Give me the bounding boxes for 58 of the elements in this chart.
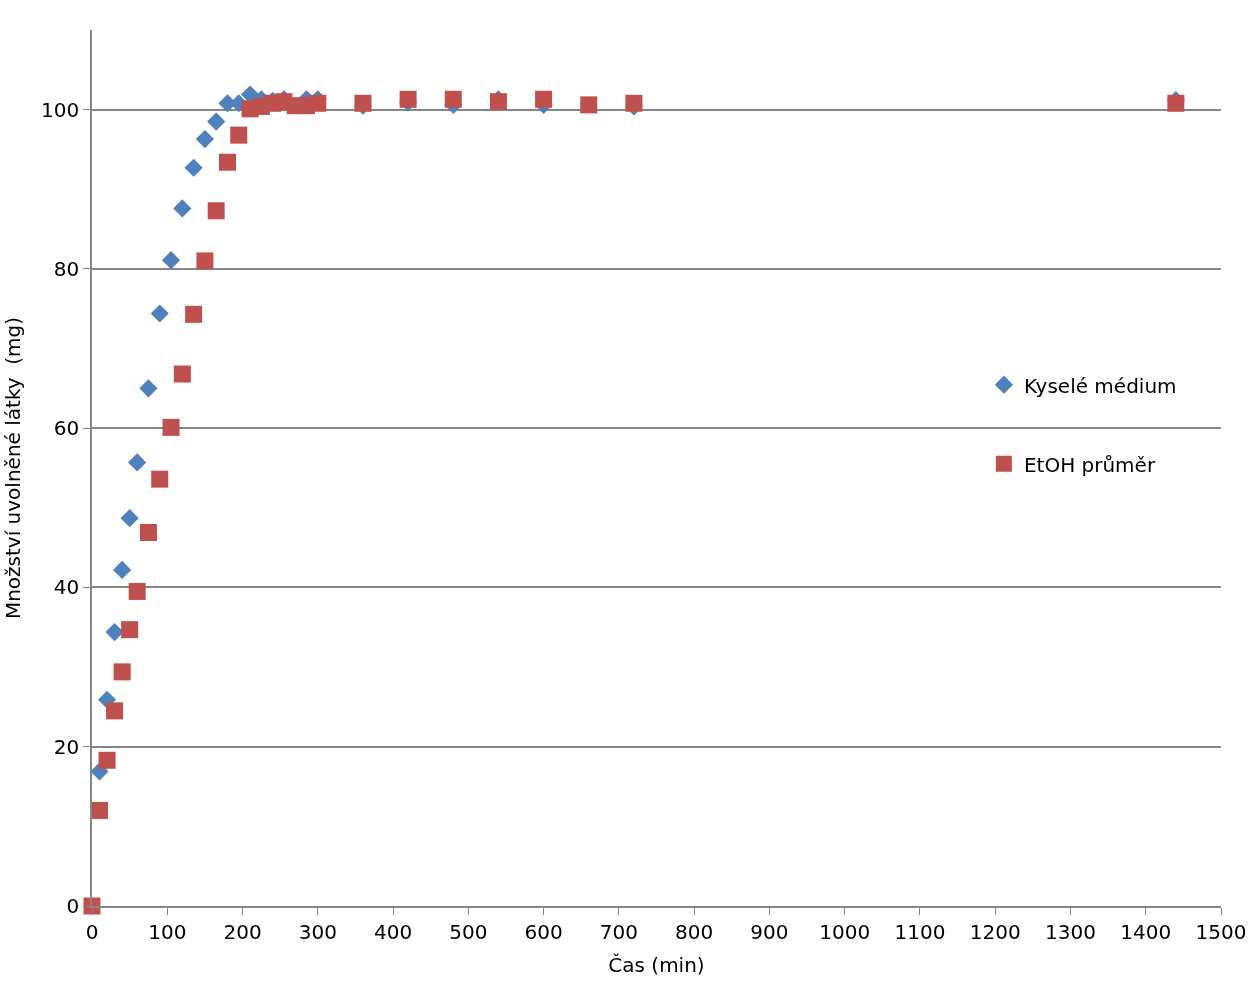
point bbox=[162, 418, 180, 436]
point bbox=[139, 379, 158, 398]
x-tick-label: 300 bbox=[298, 919, 337, 944]
x-tick-label: 900 bbox=[750, 919, 789, 944]
y-tick-label: 100 bbox=[41, 97, 80, 122]
x-tick-label: 700 bbox=[599, 919, 638, 944]
y-tick-label: 80 bbox=[53, 256, 80, 281]
point bbox=[207, 112, 226, 131]
point bbox=[218, 153, 236, 171]
point bbox=[91, 801, 109, 819]
point bbox=[105, 622, 124, 642]
point bbox=[151, 470, 169, 488]
y-tick-label: 40 bbox=[53, 575, 80, 600]
point bbox=[196, 252, 214, 270]
point bbox=[309, 94, 327, 112]
y-tick-label: 20 bbox=[53, 734, 80, 759]
x-tick-label: 400 bbox=[373, 919, 413, 944]
point bbox=[444, 90, 462, 108]
x-tick-label: 1400 bbox=[1120, 919, 1172, 944]
point bbox=[113, 560, 132, 580]
x-tick-label: 500 bbox=[449, 919, 488, 944]
x-tick-label: 100 bbox=[148, 919, 187, 944]
point bbox=[128, 453, 147, 472]
point bbox=[106, 702, 124, 720]
point bbox=[207, 202, 225, 220]
point bbox=[580, 96, 598, 114]
legend-label: EtOH průměr bbox=[1023, 452, 1156, 477]
point bbox=[195, 130, 214, 149]
point bbox=[173, 365, 191, 383]
point bbox=[120, 509, 139, 528]
point bbox=[184, 158, 203, 177]
point bbox=[625, 94, 643, 112]
point bbox=[121, 621, 139, 639]
point bbox=[161, 251, 181, 270]
y-tick-label: 60 bbox=[53, 416, 80, 441]
x-axis-title: Čas (min) bbox=[608, 952, 705, 977]
x-tick-label: 1100 bbox=[894, 919, 946, 944]
x-tick-label: 1300 bbox=[1045, 919, 1096, 944]
point bbox=[150, 304, 169, 323]
x-tick-label: 200 bbox=[223, 919, 262, 944]
y-axis-title: Množství uvolněné látky (mg) bbox=[1, 316, 26, 620]
point bbox=[128, 582, 146, 600]
point bbox=[399, 90, 417, 108]
x-tick-label: 0 bbox=[85, 919, 99, 944]
x-tick-label: 600 bbox=[524, 919, 563, 944]
point bbox=[535, 90, 553, 108]
x-tick-label: 800 bbox=[675, 919, 714, 944]
x-tick-label: 1500 bbox=[1195, 919, 1247, 944]
point bbox=[173, 199, 192, 218]
x-tick-label: 1000 bbox=[819, 919, 871, 944]
point bbox=[230, 126, 248, 144]
point bbox=[139, 524, 157, 542]
point bbox=[98, 751, 116, 769]
point bbox=[185, 305, 203, 323]
point bbox=[113, 663, 131, 681]
x-tick-label: 1200 bbox=[969, 919, 1021, 944]
legend-label: Kyselé médium bbox=[1023, 373, 1177, 398]
y-tick-label: 0 bbox=[66, 894, 80, 918]
